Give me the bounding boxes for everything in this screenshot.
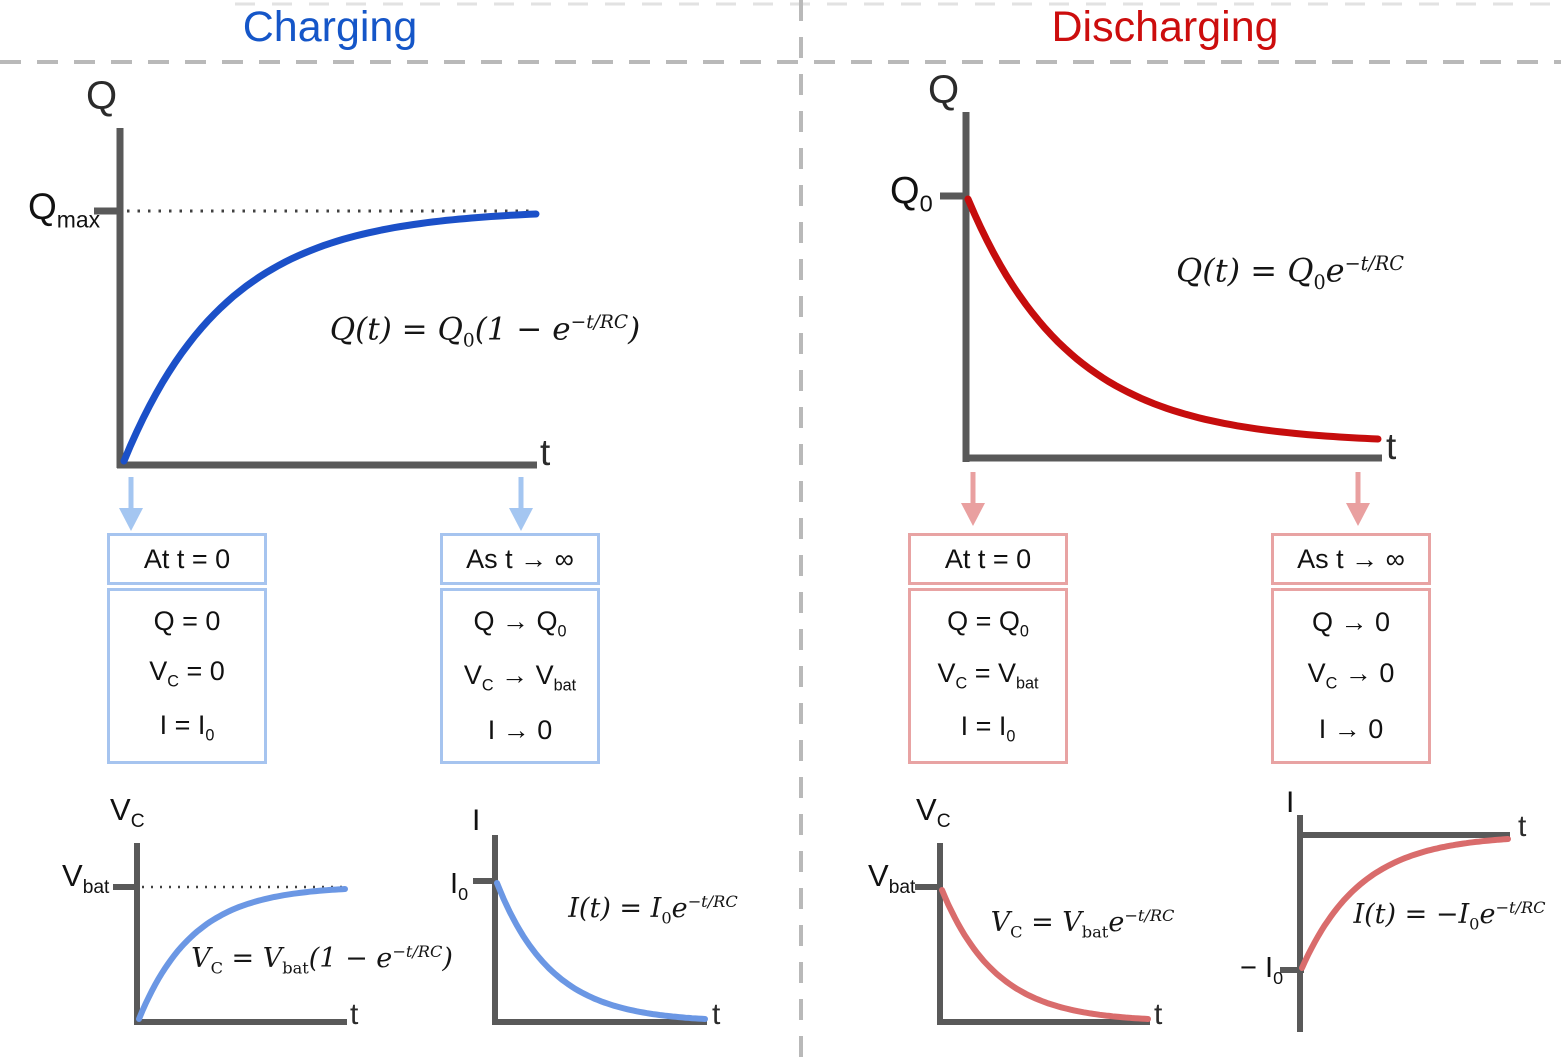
box-header: At t = 0 bbox=[107, 533, 267, 585]
discharging-vc-equation: VC = Vbate−t/RC bbox=[990, 906, 1175, 942]
box-row: Q = 0 bbox=[153, 606, 221, 637]
discharging-section-title: Discharging bbox=[1051, 3, 1279, 51]
charging-vc-t-label: t bbox=[350, 998, 359, 1031]
box-row: I → 0 bbox=[1318, 713, 1384, 744]
discharging-vc-t-label: t bbox=[1154, 998, 1163, 1031]
charging-vc-axis-label: VC bbox=[110, 792, 145, 833]
charging-charge-curve bbox=[120, 210, 540, 465]
discharging-box-at-t0: At t = 0 Q = Q0 VC = Vbat I = I0 bbox=[908, 533, 1068, 764]
discharging-vbat-label: Vbat bbox=[868, 858, 916, 899]
charging-i-axis-label: I bbox=[472, 804, 481, 837]
box-header: At t = 0 bbox=[908, 533, 1068, 585]
discharging-i-equation: I(t) = −I0e−t/RC bbox=[1353, 898, 1546, 934]
charging-q-axis-label: Q bbox=[86, 74, 118, 118]
box-row: VC = 0 bbox=[149, 656, 225, 691]
discharging-main-chart bbox=[940, 112, 1382, 526]
box-row: VC → Vbat bbox=[463, 660, 577, 695]
box-header: As t → ∞ bbox=[440, 533, 600, 585]
box-row: Q → 0 bbox=[1311, 607, 1391, 638]
box-row: Q → Q0 bbox=[473, 606, 567, 641]
box-row: VC → 0 bbox=[1307, 658, 1395, 693]
charging-qmax-label: Qmax bbox=[28, 186, 101, 233]
discharging-box-as-t-infinity: As t → ∞ Q → 0 VC → 0 I → 0 bbox=[1271, 533, 1431, 764]
charging-vc-equation: VC = Vbat(1 − e−t/RC) bbox=[191, 942, 453, 978]
down-arrow-tinf-red bbox=[1346, 472, 1370, 526]
box-row: I = I0 bbox=[960, 710, 1016, 746]
box-row: I → 0 bbox=[487, 714, 553, 745]
box-body: Q = Q0 VC = Vbat I = I0 bbox=[908, 588, 1068, 764]
discharging-i-axis-label: I bbox=[1286, 786, 1295, 819]
charging-i-equation: I(t) = I0e−t/RC bbox=[568, 892, 738, 928]
discharging-vc-axis-label: VC bbox=[916, 792, 951, 833]
discharging-minus-i0-label: − I0 bbox=[1240, 952, 1284, 988]
discharging-charge-curve bbox=[964, 195, 1382, 443]
discharging-q0-label: Q0 bbox=[890, 170, 933, 217]
charging-box-as-t-infinity: As t → ∞ Q → Q0 VC → Vbat I → 0 bbox=[440, 533, 600, 764]
box-body: Q = 0 VC = 0 I = I0 bbox=[107, 588, 267, 764]
discharging-i-t-label: t bbox=[1518, 810, 1527, 843]
down-arrow-t0-blue bbox=[119, 477, 143, 531]
discharging-i-chart bbox=[1280, 815, 1511, 1032]
box-header: As t → ∞ bbox=[1271, 533, 1431, 585]
box-row: VC = Vbat bbox=[937, 658, 1039, 693]
charging-vbat-label: Vbat bbox=[62, 858, 110, 899]
charging-main-chart bbox=[94, 128, 540, 531]
charging-i0-label: I0 bbox=[450, 868, 469, 904]
charging-i-chart bbox=[473, 835, 708, 1025]
charging-section-title: Charging bbox=[242, 3, 418, 51]
down-arrow-t0-red bbox=[961, 472, 985, 526]
charging-vc-chart bbox=[113, 843, 348, 1025]
charging-main-equation: Q(t) = Q0(1 − e−t/RC) bbox=[329, 311, 641, 352]
box-body: Q → Q0 VC → Vbat I → 0 bbox=[440, 588, 600, 764]
box-row: I = I0 bbox=[159, 710, 215, 745]
discharging-t-axis-label: t bbox=[1386, 426, 1397, 467]
discharging-vc-chart bbox=[915, 843, 1151, 1025]
charging-box-at-t0: At t = 0 Q = 0 VC = 0 I = I0 bbox=[107, 533, 267, 764]
charging-vc-curve bbox=[136, 886, 348, 1022]
discharging-vc-curve bbox=[939, 887, 1151, 1022]
discharging-main-equation: Q(t) = Q0e−t/RC bbox=[1176, 251, 1404, 295]
box-row: Q = Q0 bbox=[947, 605, 1029, 641]
discharging-current-curve bbox=[1299, 836, 1511, 971]
charging-i-t-label: t bbox=[712, 998, 721, 1031]
down-arrow-tinf-blue bbox=[509, 477, 533, 531]
charging-current-curve bbox=[494, 880, 708, 1022]
box-body: Q → 0 VC → 0 I → 0 bbox=[1271, 588, 1431, 764]
discharging-q-axis-label: Q bbox=[928, 68, 960, 112]
charging-t-axis-label: t bbox=[540, 432, 551, 473]
